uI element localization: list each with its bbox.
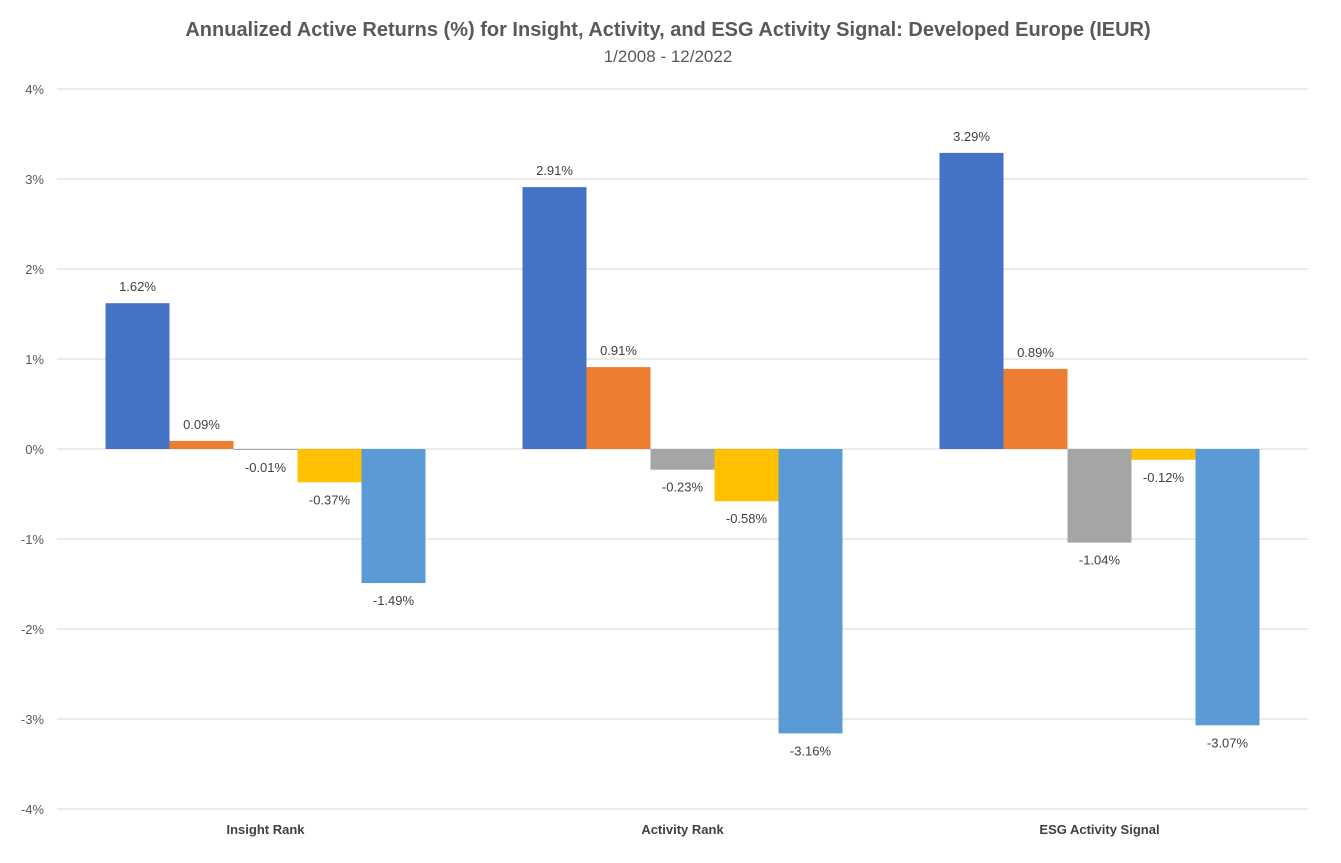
data-label: -1.04% [1079, 553, 1121, 568]
y-tick-label: 2% [25, 262, 44, 277]
bars [105, 152, 1260, 734]
bar-5-1 [361, 449, 426, 584]
data-label: 0.09% [183, 417, 220, 432]
data-label: -0.23% [662, 480, 704, 495]
data-labels: 1.62% 0.09% -0.01% -0.37% -1.49% 2.91% 0.91% -0… [119, 129, 1248, 759]
bar-3-1 [233, 449, 298, 450]
data-label: 0.91% [600, 343, 637, 358]
category-label: ESG Activity Signal [1039, 822, 1159, 837]
data-label: -0.01% [245, 460, 287, 475]
y-tick-label: 1% [25, 352, 44, 367]
y-tick-label: -3% [21, 712, 45, 727]
data-label: -0.58% [726, 511, 768, 526]
data-label: -0.12% [1143, 470, 1185, 485]
data-label: -1.49% [373, 593, 415, 608]
bar-2-1 [169, 440, 234, 449]
y-tick-label: 4% [25, 82, 44, 97]
category-label: Insight Rank [226, 822, 305, 837]
bar-2-2 [586, 367, 651, 449]
y-tick-label: -4% [21, 802, 45, 817]
category-labels: Insight Rank Activity Rank ESG Activity Si… [226, 822, 1159, 837]
data-label: 1.62% [119, 279, 156, 294]
y-tick-label: 3% [25, 172, 44, 187]
bar-1-2 [522, 187, 587, 449]
bar-3-3 [1067, 449, 1132, 543]
bar-4-3 [1131, 449, 1196, 460]
data-label: -0.37% [309, 492, 351, 507]
bar-4-1 [297, 449, 362, 483]
data-label: 3.29% [953, 129, 990, 144]
bar-5-3 [1195, 449, 1260, 726]
data-label: 0.89% [1017, 345, 1054, 360]
bar-4-2 [714, 449, 779, 502]
y-tick-label: 0% [25, 442, 44, 457]
bar-2-3 [1003, 368, 1068, 449]
y-tick-label: -2% [21, 622, 45, 637]
y-axis-ticks: 4% 3% 2% 1% 0% -1% -2% -3% -4% [21, 82, 45, 817]
bar-1-3 [939, 152, 1004, 449]
bar-5-2 [778, 449, 843, 734]
chart-title: Annualized Active Returns (%) for Insigh… [185, 19, 1150, 41]
bar-1-1 [105, 303, 170, 449]
y-tick-label: -1% [21, 532, 45, 547]
data-label: 2.91% [536, 163, 573, 178]
data-label: -3.07% [1207, 735, 1249, 750]
bar-3-2 [650, 449, 715, 470]
category-label: Activity Rank [641, 822, 724, 837]
data-label: -3.16% [790, 743, 832, 758]
chart-subtitle: 1/2008 - 12/2022 [604, 47, 733, 66]
